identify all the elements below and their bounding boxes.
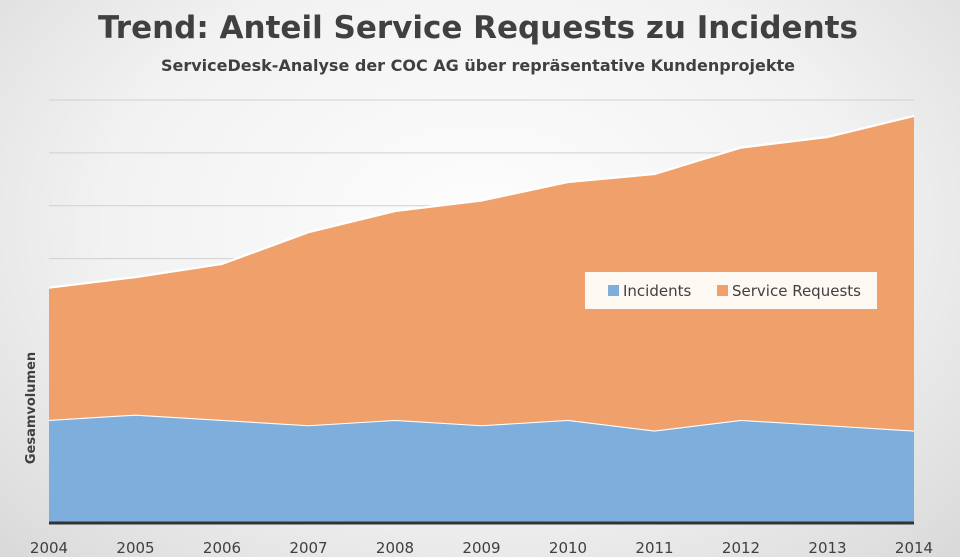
x-tick-label: 2008 (376, 539, 414, 557)
x-tick-label: 2014 (895, 539, 933, 557)
area-incidents (49, 414, 914, 523)
x-tick-label: 2006 (203, 539, 241, 557)
x-tick-label: 2012 (722, 539, 760, 557)
legend-swatch-service-requests (717, 285, 728, 296)
x-tick-label: 2004 (30, 539, 68, 557)
x-tick-label: 2005 (116, 539, 154, 557)
y-axis-label: Gesamvolumen (24, 352, 39, 464)
series-line-service-requests (48, 114, 915, 289)
legend-box (585, 272, 877, 309)
x-tick-label: 2009 (462, 539, 500, 557)
chart-title: Trend: Anteil Service Requests zu Incide… (98, 10, 858, 46)
area-service-requests (49, 115, 914, 431)
area-series (48, 114, 915, 523)
legend-label-service-requests: Service Requests (732, 282, 861, 300)
legend-swatch-incidents (608, 285, 619, 296)
x-tick-label: 2011 (635, 539, 673, 557)
legend-label-incidents: Incidents (623, 282, 691, 300)
legend: Incidents Service Requests (585, 272, 877, 309)
x-tick-label: 2010 (549, 539, 587, 557)
x-tick-label: 2013 (808, 539, 846, 557)
x-tick-label: 2007 (289, 539, 327, 557)
chart-subtitle: ServiceDesk-Analyse der COC AG über repr… (161, 56, 795, 75)
x-axis: 2004 2005 2006 2007 2008 2009 2010 2011 2012 2013… (30, 521, 933, 557)
